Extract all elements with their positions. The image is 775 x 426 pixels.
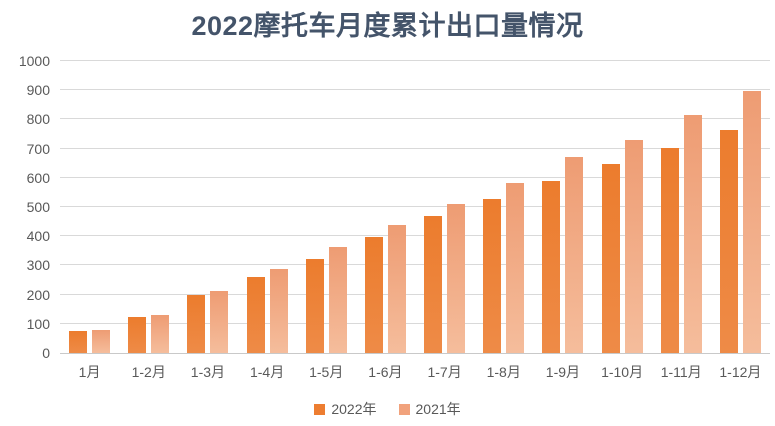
bar-2021年-1-9月 — [565, 156, 584, 353]
x-tick-label-1月: 1月 — [78, 364, 101, 380]
y-tick-label-1000: 1000 — [18, 53, 50, 69]
y-tick-label-100: 100 — [26, 315, 50, 332]
x-tick-label-1-9月: 1-9月 — [545, 364, 581, 380]
bar-2021年-1-3月 — [210, 291, 229, 353]
y-tick-label-900: 900 — [26, 82, 50, 99]
bar-group-1-11月 — [652, 61, 711, 353]
bar-2021年-1-6月 — [387, 224, 406, 353]
bar-group-1-7月 — [415, 61, 474, 353]
bar-2021年-1-11月 — [683, 114, 702, 353]
plot-area — [60, 60, 770, 354]
bar-2021年-1-2月 — [151, 314, 170, 353]
y-tick-label-300: 300 — [26, 257, 50, 274]
gridline-900 — [60, 89, 770, 91]
bar-2022年-1-3月 — [187, 294, 206, 353]
x-tick-label-1-5月: 1-5月 — [309, 364, 344, 380]
bar-group-1-5月 — [297, 61, 356, 353]
bar-group-1-2月 — [119, 61, 178, 353]
x-tick-label-1-11月: 1-11月 — [660, 364, 702, 380]
gridline-100 — [60, 322, 770, 324]
bar-2021年-1-10月 — [624, 139, 643, 353]
x-tick-label-1-10月: 1-10月 — [601, 364, 644, 380]
y-tick-label-500: 500 — [26, 199, 50, 215]
legend-swatch-icon — [398, 403, 410, 415]
bar-2022年-1-4月 — [246, 277, 265, 353]
x-tick-label-1-7月: 1-7月 — [427, 364, 462, 380]
gridline-1000 — [60, 60, 770, 61]
legend-swatch-icon — [314, 403, 326, 415]
gridline-200 — [60, 293, 770, 295]
bar-2022年-1-2月 — [128, 317, 147, 353]
gridline-300 — [60, 264, 770, 266]
x-tick-label-1-6月: 1-6月 — [368, 364, 403, 380]
bar-group-1-10月 — [593, 61, 652, 353]
bar-2022年-1-9月 — [542, 181, 561, 353]
gridline-700 — [60, 147, 770, 149]
y-tick-label-400: 400 — [26, 228, 50, 245]
gridline-800 — [60, 118, 770, 120]
bar-2021年-1-8月 — [506, 183, 525, 353]
bar-2022年-1-12月 — [719, 130, 738, 353]
x-tick-label-1-12月: 1-12月 — [719, 364, 762, 380]
bar-2022年-1-5月 — [305, 258, 324, 353]
y-tick-label-800: 800 — [26, 111, 50, 128]
y-tick-label-600: 600 — [26, 169, 50, 186]
bar-group-1-6月 — [356, 61, 415, 353]
bar-2021年-1月 — [92, 329, 111, 353]
bar-2022年-1-10月 — [601, 163, 620, 353]
y-tick-label-700: 700 — [26, 140, 50, 157]
legend-label: 2022年 — [331, 401, 377, 417]
x-tick-label-1-3月: 1-3月 — [190, 364, 226, 380]
bar-2021年-1-5月 — [328, 247, 347, 353]
legend-item-2022年: 2022年 — [314, 399, 377, 419]
chart-title: 2022摩托车月度累计出口量情况 — [191, 11, 584, 41]
bar-2022年-1-7月 — [424, 216, 443, 353]
x-tick-label-1-2月: 1-2月 — [131, 364, 166, 380]
gridline-600 — [60, 176, 770, 178]
bar-2022年-1月 — [69, 331, 88, 353]
bar-group-1-8月 — [474, 61, 533, 353]
bar-group-1-12月 — [711, 61, 770, 353]
bar-2022年-1-6月 — [364, 237, 383, 353]
bar-2022年-1-11月 — [660, 148, 679, 353]
legend-label: 2021年 — [415, 401, 461, 417]
y-tick-label-200: 200 — [26, 286, 50, 303]
legend: 2022年 2021年 — [0, 399, 775, 419]
bar-2021年-1-7月 — [447, 203, 466, 353]
y-tick-label-0: 0 — [42, 345, 50, 361]
legend-item-2021年: 2021年 — [398, 399, 461, 419]
gridline-500 — [60, 206, 770, 207]
bar-group-1-3月 — [178, 61, 237, 353]
x-tick-label-1-4月: 1-4月 — [249, 364, 285, 380]
gridline-400 — [60, 235, 770, 237]
bar-group-1月 — [60, 61, 119, 353]
bar-group-1-9月 — [533, 61, 592, 353]
bar-2021年-1-12月 — [742, 90, 761, 353]
bar-2022年-1-8月 — [483, 198, 502, 353]
bar-2021年-1-4月 — [269, 268, 288, 353]
x-tick-label-1-8月: 1-8月 — [486, 364, 521, 380]
bar-group-1-4月 — [238, 61, 297, 353]
